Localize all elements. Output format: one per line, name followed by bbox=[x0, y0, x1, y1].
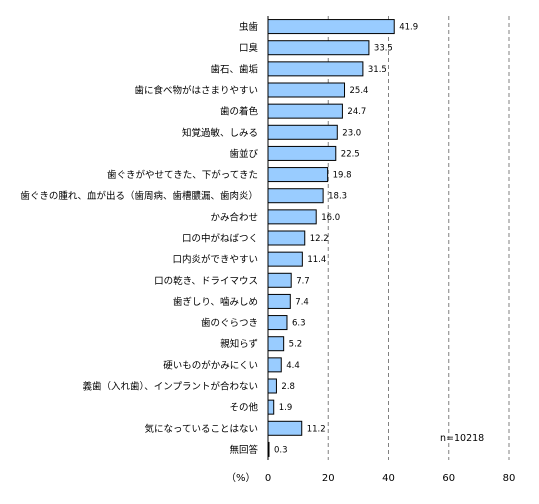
bar bbox=[267, 230, 306, 246]
bar bbox=[267, 399, 275, 415]
n-annotation: n=10218 bbox=[440, 433, 484, 444]
bar bbox=[267, 103, 343, 119]
value-label: 5.2 bbox=[289, 340, 303, 350]
category-label: 歯ぐきの腫れ、血が出る（歯周病、歯槽膿漏、歯肉炎） bbox=[20, 190, 258, 202]
x-tick-label: 40 bbox=[382, 473, 395, 484]
bar bbox=[267, 272, 292, 288]
bar bbox=[267, 251, 303, 267]
value-label: 25.4 bbox=[350, 86, 369, 96]
value-label: 18.3 bbox=[328, 192, 347, 202]
value-label: 2.8 bbox=[281, 382, 295, 392]
x-tick-label: 0 bbox=[265, 473, 271, 484]
category-label: かみ合わせ bbox=[210, 211, 258, 223]
value-label: 6.3 bbox=[292, 319, 306, 329]
bar bbox=[267, 293, 291, 309]
category-label: その他 bbox=[229, 402, 258, 414]
value-label: 19.8 bbox=[333, 171, 352, 181]
category-label: 歯ぎしり、噛みしめ bbox=[173, 296, 258, 308]
value-label: 31.5 bbox=[368, 65, 387, 75]
bar bbox=[267, 336, 285, 352]
value-label: 11.4 bbox=[307, 255, 326, 265]
bar bbox=[267, 378, 277, 394]
bar bbox=[267, 145, 337, 161]
category-label: 無回答 bbox=[229, 444, 258, 456]
bar bbox=[267, 357, 282, 373]
category-label: 歯並び bbox=[229, 148, 258, 160]
category-label: 口臭 bbox=[239, 42, 259, 54]
bar bbox=[267, 188, 324, 204]
value-label: 41.9 bbox=[399, 23, 418, 33]
x-tick-label: 80 bbox=[503, 473, 516, 484]
value-label: 16.0 bbox=[321, 213, 340, 223]
bar bbox=[267, 315, 288, 331]
category-label: 口内炎ができやすい bbox=[172, 254, 258, 266]
bar bbox=[267, 124, 338, 140]
bar bbox=[267, 167, 329, 183]
category-label: 硬いものがかみにくい bbox=[163, 359, 258, 371]
value-label: 11.2 bbox=[307, 424, 326, 434]
bar bbox=[267, 61, 364, 77]
bar bbox=[267, 19, 395, 35]
value-label: 7.4 bbox=[295, 297, 309, 307]
category-label: 口の中がねばつく bbox=[182, 233, 258, 245]
category-label: 義歯（入れ歯）、インプラントが合わない bbox=[83, 381, 258, 393]
value-label: 1.9 bbox=[279, 403, 293, 413]
category-label: 気になっていることはない bbox=[144, 423, 258, 435]
value-label: 23.0 bbox=[342, 128, 361, 138]
category-label: 歯のぐらつき bbox=[201, 317, 258, 329]
bar bbox=[267, 82, 346, 98]
category-label: 親知らず bbox=[220, 338, 258, 350]
category-label: 歯石、歯垢 bbox=[210, 63, 258, 75]
bar bbox=[267, 209, 317, 225]
bar bbox=[267, 420, 303, 436]
value-label: 24.7 bbox=[347, 107, 366, 117]
category-label: 知覚過敏、しみる bbox=[182, 127, 258, 139]
category-label: 口の乾き、ドライマウス bbox=[154, 275, 258, 287]
unit-label: （%） bbox=[226, 472, 256, 484]
x-tick-label: 60 bbox=[442, 473, 455, 484]
value-label: 0.3 bbox=[274, 445, 288, 455]
value-label: 33.5 bbox=[374, 44, 393, 54]
x-tick-label: 20 bbox=[322, 473, 335, 484]
category-label: 歯に食べ物がはさまりやすい bbox=[134, 85, 258, 97]
category-label: 歯の着色 bbox=[220, 106, 259, 118]
value-label: 4.4 bbox=[286, 361, 300, 371]
value-label: 12.2 bbox=[310, 234, 329, 244]
value-label: 7.7 bbox=[296, 276, 310, 286]
bar bbox=[267, 40, 370, 56]
category-label: 歯ぐきがやせてきた、下がってきた bbox=[107, 169, 258, 181]
category-label: 虫歯 bbox=[239, 21, 259, 33]
value-label: 22.5 bbox=[341, 149, 360, 159]
